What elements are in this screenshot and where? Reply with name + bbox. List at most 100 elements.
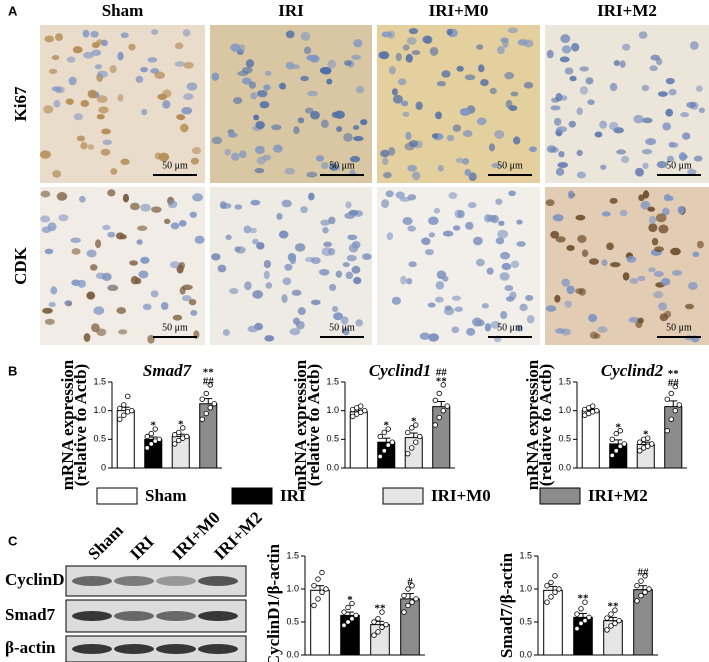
- cell-nucleus: [420, 237, 430, 245]
- data-point: [172, 432, 178, 438]
- cell-nucleus: [160, 302, 169, 310]
- cell-nucleus: [176, 114, 185, 120]
- cell-nucleus: [349, 155, 361, 163]
- cell-nucleus: [83, 51, 94, 59]
- cell-nucleus: [663, 193, 671, 202]
- data-point: [413, 439, 419, 445]
- cell-nucleus: [553, 117, 562, 126]
- cell-nucleus: [345, 271, 354, 280]
- cell-nucleus: [550, 230, 560, 239]
- cell-nucleus: [245, 59, 255, 68]
- cell-nucleus: [456, 65, 464, 72]
- cell-nucleus: [190, 157, 199, 165]
- cell-nucleus: [355, 319, 363, 327]
- cell-nucleus: [529, 146, 537, 153]
- data-point: [637, 439, 643, 445]
- cell-nucleus: [687, 281, 698, 291]
- cell-nucleus: [254, 167, 265, 174]
- scale-bar-label: 50 μm: [666, 322, 692, 333]
- cell-nucleus: [400, 100, 409, 107]
- cell-nucleus: [490, 320, 501, 329]
- significance-label: ##: [203, 375, 215, 387]
- data-point: [604, 627, 610, 633]
- cell-nucleus: [97, 70, 108, 78]
- data-point: [323, 586, 329, 592]
- cell-nucleus: [446, 134, 455, 142]
- cell-nucleus: [116, 307, 127, 314]
- cell-nucleus: [182, 29, 191, 37]
- cell-nucleus: [51, 86, 60, 92]
- data-point: [199, 416, 205, 422]
- data-point: [672, 407, 678, 414]
- cell-nucleus: [441, 70, 451, 78]
- cell-nucleus: [545, 199, 555, 207]
- cell-nucleus: [464, 74, 476, 81]
- cell-nucleus: [86, 291, 96, 300]
- y-tick-label: 0.5: [93, 434, 106, 444]
- cell-nucleus: [253, 114, 260, 121]
- cell-nucleus: [684, 303, 695, 310]
- data-point: [152, 426, 158, 432]
- y-tick-label: 0.5: [326, 434, 339, 444]
- scale-bar-label: 50 μm: [666, 160, 692, 171]
- cell-nucleus: [130, 202, 140, 211]
- cell-nucleus: [351, 241, 361, 249]
- cell-nucleus: [342, 262, 350, 268]
- data-point: [377, 453, 383, 460]
- y-tick-label: 1.0: [286, 583, 299, 593]
- cell-nucleus: [686, 101, 696, 109]
- cell-nucleus: [336, 126, 343, 132]
- cell-nucleus: [472, 317, 483, 327]
- cell-nucleus: [264, 335, 275, 342]
- cell-nucleus: [107, 231, 116, 238]
- cell-nucleus: [278, 82, 286, 90]
- cell-nucleus: [181, 106, 193, 115]
- cell-nucleus: [495, 198, 503, 205]
- cell-nucleus: [402, 44, 410, 51]
- data-point: [371, 619, 377, 625]
- cell-nucleus: [392, 94, 403, 104]
- scale-bar-label: 50 μm: [162, 322, 188, 333]
- data-point: [207, 382, 213, 388]
- legend-swatch: [382, 487, 424, 505]
- cell-nucleus: [90, 30, 99, 38]
- data-point: [385, 426, 391, 432]
- cell-nucleus: [435, 111, 442, 120]
- cell-nucleus: [407, 164, 418, 172]
- cell-nucleus: [678, 152, 687, 161]
- data-point: [315, 596, 321, 602]
- data-point: [638, 592, 644, 599]
- cell-nucleus: [609, 262, 621, 268]
- cell-nucleus: [91, 323, 100, 333]
- data-point: [444, 403, 450, 409]
- cell-nucleus: [622, 43, 631, 51]
- cell-nucleus: [291, 289, 302, 296]
- blot-band: [156, 644, 196, 654]
- cell-nucleus: [263, 84, 271, 91]
- cell-nucleus: [294, 243, 306, 252]
- data-point: [646, 586, 652, 592]
- significance-label: ##: [638, 566, 650, 578]
- cell-nucleus: [344, 212, 356, 219]
- cell-nucleus: [189, 211, 198, 218]
- cell-nucleus: [140, 203, 151, 212]
- legend-label: IRI+M0: [431, 486, 491, 505]
- significance-label: *: [347, 594, 353, 606]
- y-tick-label: 1.5: [286, 550, 299, 560]
- cell-nucleus: [310, 110, 320, 120]
- data-point: [144, 445, 150, 451]
- cell-nucleus: [315, 155, 325, 162]
- cell-nucleus: [566, 285, 575, 295]
- data-point: [642, 589, 648, 595]
- y-tick-label: 1.0: [93, 405, 106, 415]
- cell-nucleus: [585, 77, 594, 85]
- y-axis-label: (relative to Actb): [304, 364, 323, 486]
- column-header: Sham: [102, 1, 144, 20]
- cell-nucleus: [516, 241, 526, 247]
- cell-nucleus: [677, 206, 685, 215]
- cell-nucleus: [102, 139, 112, 146]
- scale-bar-label: 50 μm: [162, 160, 188, 171]
- y-tick-label: 0.0: [519, 649, 532, 659]
- cell-nucleus: [386, 232, 394, 241]
